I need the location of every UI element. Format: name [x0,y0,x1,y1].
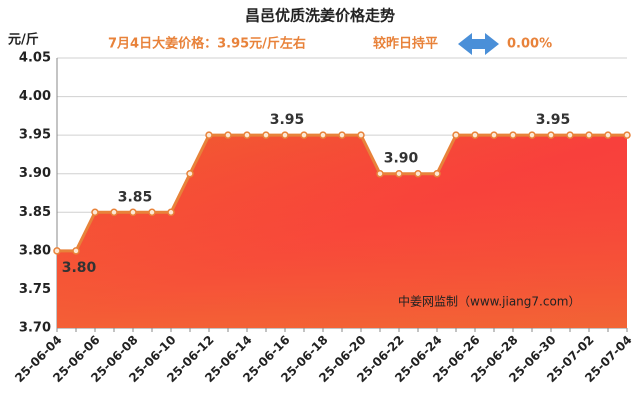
y-tick-label: 3.90 [19,166,51,181]
point [72,247,80,255]
point [357,131,365,139]
point [414,169,422,178]
point [623,131,631,139]
data-label: 3.95 [536,112,571,128]
point [585,131,593,139]
point [53,247,61,255]
watermark: 中姜网监制（www.jiang7.com） [398,294,580,309]
point [433,169,441,178]
y-tick-label: 3.80 [19,243,51,258]
point [509,131,517,139]
point [110,208,118,217]
point [205,131,213,139]
point [243,131,251,139]
point [395,169,403,178]
data-label: 3.90 [384,151,419,167]
point [167,208,175,217]
plot-area: 3.703.753.803.853.903.954.004.0525-06-04… [12,51,634,386]
subtitle: 7月4日大姜价格：3.95元/斤左右 [108,36,306,52]
chart-title: 昌邑优质洗姜价格走势 [245,7,395,25]
change-text: 较昨日持平 [373,36,438,52]
y-tick-label: 4.05 [19,51,51,66]
point [281,131,289,139]
y-tick-label: 4.00 [19,89,51,104]
point [148,208,156,217]
point [224,131,232,139]
point [186,169,194,178]
point [490,131,498,139]
point [566,131,574,139]
y-tick-label: 3.95 [19,128,51,143]
point [319,131,327,139]
data-label: 3.80 [62,260,97,276]
y-tick-label: 3.70 [19,321,51,336]
point [528,131,536,139]
y-tick-label: 3.75 [19,282,51,297]
flat-arrow-icon [458,33,499,55]
point [91,208,99,217]
change-value: 0.00% [507,37,552,52]
point [547,131,555,139]
point [338,131,346,139]
data-label: 3.85 [118,189,153,205]
data-label: 3.95 [270,112,305,128]
point [471,131,479,139]
y-tick-label: 3.85 [19,205,51,220]
point [376,169,384,178]
area-shade [57,135,627,328]
point [129,208,137,217]
point [300,131,308,139]
point [452,131,460,139]
point [262,131,270,139]
point [604,131,612,139]
y-unit: 元/斤 [8,32,39,48]
